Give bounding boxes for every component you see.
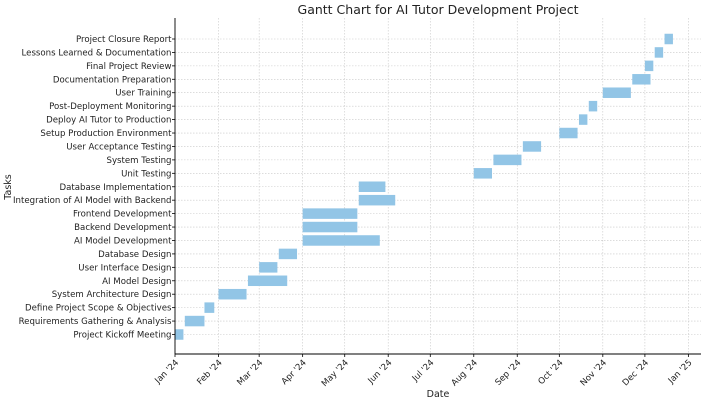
x-tick-label: Dec '24: [621, 358, 651, 388]
x-tick-label: Jun '24: [366, 358, 395, 387]
task-bar: [588, 100, 598, 112]
x-tick-label: Apr '24: [280, 358, 309, 387]
task-bar: [278, 248, 298, 260]
y-tick-label: Project Kickoff Meeting: [73, 331, 171, 341]
task-bar: [654, 47, 664, 58]
y-tick-label: Setup Production Environment: [40, 129, 172, 139]
task-bar: [302, 221, 358, 233]
y-tick-label: Lessons Learned & Documentation: [22, 48, 172, 58]
x-tick-label: Feb '24: [195, 358, 224, 387]
x-tick-label: Jan '24: [153, 358, 181, 386]
y-tick-label: System Architecture Design: [52, 290, 172, 300]
task-bar: [302, 208, 358, 219]
y-tick-label: User Training: [115, 89, 171, 99]
task-bar: [664, 33, 673, 45]
x-tick-labels: Jan '24 Feb '24 Mar '24 Apr '24 May '24 Jun '…: [153, 354, 694, 389]
y-tick-label: Deploy AI Tutor to Production: [46, 116, 171, 126]
y-tick-label: Requirements Gathering & Analysis: [19, 317, 172, 327]
x-tick-label: Nov '24: [579, 358, 609, 388]
task-bar: [559, 127, 578, 139]
x-axis-label: Date: [427, 389, 450, 400]
task-bar: [184, 315, 205, 327]
task-bar: [602, 87, 631, 98]
y-tick-label: Final Project Review: [86, 62, 171, 72]
y-tick-label: Project Closure Report: [76, 35, 172, 45]
y-axis-label: Tasks: [3, 174, 14, 201]
task-bar: [204, 302, 215, 313]
y-tick-label: AI Model Design: [102, 277, 171, 287]
task-bar: [247, 275, 288, 287]
y-tick-labels: Project Kickoff Meeting Requirements Gath…: [13, 35, 175, 341]
x-tick-label: Jul '24: [410, 358, 436, 384]
task-bar: [358, 194, 396, 206]
y-tick-label: Backend Development: [74, 223, 172, 233]
task-bar: [259, 262, 278, 273]
y-tick-label: System Testing: [107, 156, 172, 166]
x-tick-label: Jan '25: [666, 358, 694, 386]
y-tick-label: Integration of AI Model with Backend: [13, 196, 172, 206]
x-tick-label: Mar '24: [235, 358, 265, 388]
x-tick-label: May '24: [320, 358, 351, 389]
task-bar: [578, 114, 588, 125]
y-tick-label: Database Design: [98, 250, 171, 260]
task-bar: [302, 235, 380, 246]
task-bar: [473, 168, 493, 179]
y-tick-label: Unit Testing: [121, 169, 171, 179]
y-tick-label: AI Model Development: [74, 236, 172, 246]
chart-title: Gantt Chart for AI Tutor Development Pro…: [298, 2, 579, 17]
task-bar: [522, 141, 542, 152]
x-tick-label: Aug '24: [450, 358, 480, 388]
task-bar: [218, 288, 247, 300]
task-bar: [175, 329, 184, 340]
task-bar: [493, 154, 522, 166]
y-tick-label: Frontend Development: [73, 210, 172, 220]
x-tick-label: Oct '24: [537, 358, 566, 387]
y-tick-label: Documentation Preparation: [53, 75, 172, 85]
task-bar: [644, 60, 654, 72]
task-bar: [358, 181, 386, 192]
task-bar: [632, 74, 651, 85]
y-tick-label: User Acceptance Testing: [66, 142, 171, 152]
y-tick-label: Post-Deployment Monitoring: [49, 102, 171, 112]
grid-lines: [174, 18, 701, 354]
task-bars: [175, 33, 673, 340]
x-tick-label: Sep '24: [494, 358, 524, 388]
y-tick-label: Database Implementation: [60, 183, 172, 193]
y-tick-label: User Interface Design: [78, 263, 171, 273]
y-tick-label: Define Project Scope & Objectives: [25, 304, 172, 314]
